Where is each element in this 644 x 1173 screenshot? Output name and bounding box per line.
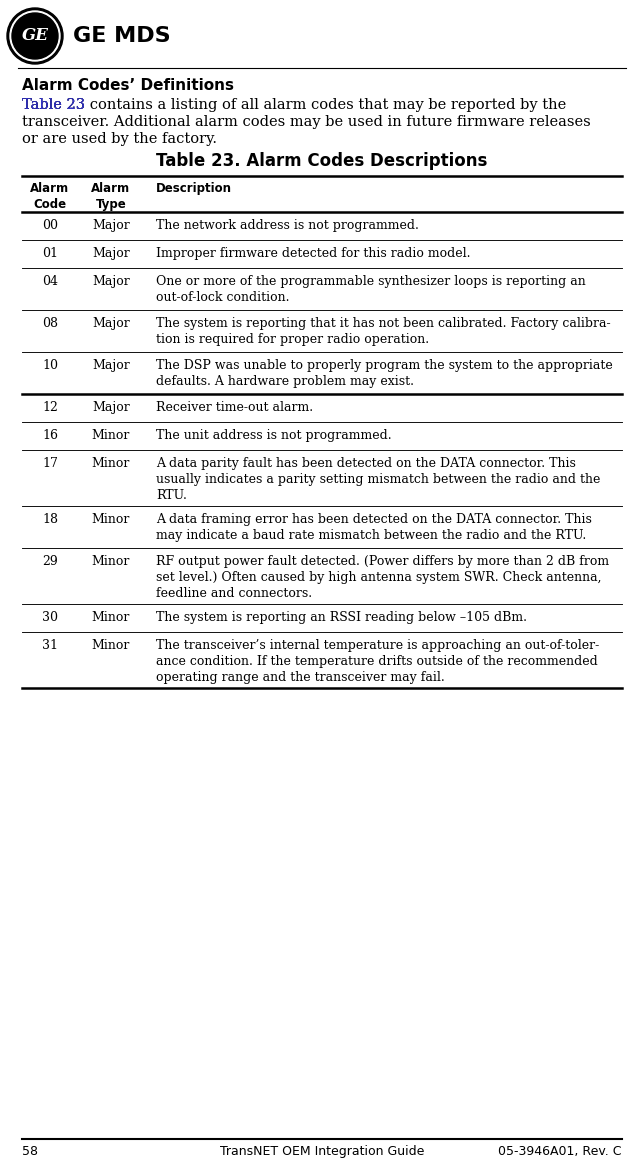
Text: transceiver. Additional alarm codes may be used in future firmware releases: transceiver. Additional alarm codes may … bbox=[22, 115, 591, 129]
Text: 08: 08 bbox=[42, 317, 58, 330]
Text: Major: Major bbox=[92, 359, 130, 372]
Text: The unit address is not programmed.: The unit address is not programmed. bbox=[156, 429, 392, 442]
Text: Minor: Minor bbox=[92, 639, 130, 652]
Text: Improper firmware detected for this radio model.: Improper firmware detected for this radi… bbox=[156, 248, 471, 260]
Text: GE MDS: GE MDS bbox=[73, 26, 171, 46]
Text: Minor: Minor bbox=[92, 611, 130, 624]
Text: Major: Major bbox=[92, 274, 130, 289]
Text: One or more of the programmable synthesizer loops is reporting an
out-of-lock co: One or more of the programmable synthesi… bbox=[156, 274, 586, 304]
Text: 29: 29 bbox=[42, 555, 58, 568]
Text: Major: Major bbox=[92, 401, 130, 414]
Text: The network address is not programmed.: The network address is not programmed. bbox=[156, 219, 419, 232]
Text: 58: 58 bbox=[22, 1145, 38, 1158]
Text: 10: 10 bbox=[42, 359, 58, 372]
Text: Minor: Minor bbox=[92, 555, 130, 568]
Text: The DSP was unable to properly program the system to the appropriate
defaults. A: The DSP was unable to properly program t… bbox=[156, 359, 612, 388]
Text: Minor: Minor bbox=[92, 457, 130, 470]
Text: GE: GE bbox=[21, 27, 48, 45]
Text: 16: 16 bbox=[42, 429, 58, 442]
Text: 00: 00 bbox=[42, 219, 58, 232]
Text: 31: 31 bbox=[42, 639, 58, 652]
Text: 17: 17 bbox=[42, 457, 58, 470]
Text: Major: Major bbox=[92, 248, 130, 260]
Circle shape bbox=[10, 11, 60, 61]
Text: Receiver time-out alarm.: Receiver time-out alarm. bbox=[156, 401, 313, 414]
Text: 04: 04 bbox=[42, 274, 58, 289]
Text: Table 23. Alarm Codes Descriptions: Table 23. Alarm Codes Descriptions bbox=[156, 152, 488, 170]
Text: Description: Description bbox=[156, 182, 232, 195]
Text: 01: 01 bbox=[42, 248, 58, 260]
Text: A data parity fault has been detected on the DATA connector. This
usually indica: A data parity fault has been detected on… bbox=[156, 457, 600, 502]
Text: 12: 12 bbox=[42, 401, 58, 414]
Text: Table 23: Table 23 bbox=[22, 99, 85, 111]
Text: Alarm
Type: Alarm Type bbox=[91, 182, 131, 211]
Text: Alarm Codes’ Definitions: Alarm Codes’ Definitions bbox=[22, 77, 234, 93]
Text: The system is reporting that it has not been calibrated. Factory calibra-
tion i: The system is reporting that it has not … bbox=[156, 317, 611, 346]
Text: 18: 18 bbox=[42, 513, 58, 526]
Text: Table 23 contains a listing of all alarm codes that may be reported by the: Table 23 contains a listing of all alarm… bbox=[22, 99, 566, 111]
Text: Minor: Minor bbox=[92, 513, 130, 526]
Text: RF output power fault detected. (Power differs by more than 2 dB from
set level.: RF output power fault detected. (Power d… bbox=[156, 555, 609, 601]
Text: A data framing error has been detected on the DATA connector. This
may indicate : A data framing error has been detected o… bbox=[156, 513, 592, 542]
Text: Major: Major bbox=[92, 219, 130, 232]
Text: 05-3946A01, Rev. C: 05-3946A01, Rev. C bbox=[498, 1145, 622, 1158]
Circle shape bbox=[7, 8, 63, 65]
Text: Table 23: Table 23 bbox=[22, 99, 85, 111]
Text: The transceiver’s internal temperature is approaching an out-of-toler-
ance cond: The transceiver’s internal temperature i… bbox=[156, 639, 600, 684]
Text: The system is reporting an RSSI reading below –105 dBm.: The system is reporting an RSSI reading … bbox=[156, 611, 527, 624]
Circle shape bbox=[12, 13, 58, 59]
Text: 30: 30 bbox=[42, 611, 58, 624]
Text: Minor: Minor bbox=[92, 429, 130, 442]
Text: Major: Major bbox=[92, 317, 130, 330]
Text: Alarm
Code: Alarm Code bbox=[30, 182, 70, 211]
Text: or are used by the factory.: or are used by the factory. bbox=[22, 133, 217, 145]
Text: TransNET OEM Integration Guide: TransNET OEM Integration Guide bbox=[220, 1145, 424, 1158]
